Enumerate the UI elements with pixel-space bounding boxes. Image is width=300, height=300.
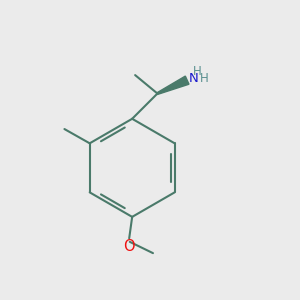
Text: H: H bbox=[200, 72, 209, 85]
Text: N: N bbox=[189, 72, 198, 85]
Text: H: H bbox=[193, 65, 201, 78]
Text: O: O bbox=[123, 239, 135, 254]
Polygon shape bbox=[157, 76, 189, 94]
